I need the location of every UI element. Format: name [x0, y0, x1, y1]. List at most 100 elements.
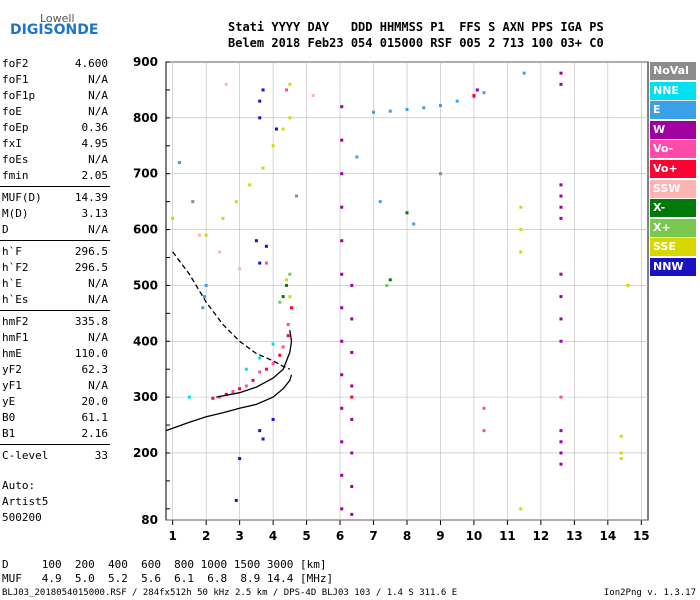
param-row-b1: B1 2.16	[2, 426, 108, 442]
data-point-sse	[619, 434, 623, 438]
data-point-nnw	[271, 417, 275, 421]
data-point-vominus	[244, 384, 248, 388]
data-point-sse	[619, 451, 623, 455]
data-point-sse	[288, 82, 292, 86]
data-point-sse	[519, 250, 523, 254]
data-point-ssw	[311, 94, 315, 98]
x-tick-label: 15	[633, 529, 650, 543]
param-row-fof2: foF2 4.600	[2, 56, 108, 72]
data-point-voplus	[278, 353, 282, 357]
param-label: foEs	[2, 153, 29, 166]
x-tick-label: 5	[302, 529, 310, 543]
footer-file-info: BLJ03_2018054015000.RSF / 284fx512h 50 k…	[2, 588, 458, 598]
data-point-nnw	[238, 457, 242, 461]
param-label: hmE	[2, 347, 22, 360]
data-point-e	[455, 99, 459, 103]
data-point-vominus	[271, 362, 275, 366]
param-separator	[0, 186, 110, 187]
param-row-mufd: MUF(D) 14.39	[2, 190, 108, 206]
param-value: N/A	[88, 331, 108, 344]
data-point-e	[204, 283, 208, 287]
data-point-vominus	[285, 88, 288, 92]
data-point-e	[177, 161, 181, 165]
muf-table-muf: MUF 4.9 5.0 5.2 5.6 6.1 6.8 8.9 14.4 [MH…	[2, 572, 334, 585]
param-separator	[0, 310, 110, 311]
data-point-e	[482, 91, 486, 95]
data-point-xplus	[288, 272, 292, 276]
data-point-w	[559, 183, 563, 187]
legend-item-nnw: NNW	[650, 258, 696, 276]
data-point-w	[559, 272, 563, 276]
param-label: foEp	[2, 121, 29, 134]
data-point-w	[559, 295, 563, 299]
data-point-w	[559, 194, 563, 198]
data-point-e	[522, 71, 526, 75]
data-point-vominus	[231, 390, 235, 394]
data-point-w	[350, 484, 354, 488]
param-value: 33	[94, 449, 108, 462]
data-point-noval	[295, 194, 299, 198]
param-value: 4.95	[81, 137, 109, 150]
profile-curve-dashed	[172, 251, 291, 370]
data-point-w	[559, 71, 563, 75]
data-point-w	[350, 417, 354, 421]
data-point-w	[559, 429, 563, 433]
data-point-nnw	[234, 498, 238, 502]
data-point-e	[372, 110, 376, 114]
data-point-vominus	[258, 370, 262, 374]
data-point-w	[475, 88, 479, 92]
param-value: N/A	[88, 73, 108, 86]
param-row-fmin: fmin 2.05	[2, 168, 108, 184]
param-value: 4.600	[74, 57, 108, 70]
data-point-nnw	[254, 239, 258, 243]
param-separator	[0, 240, 110, 241]
x-tick-label: 8	[403, 529, 411, 543]
data-point-w	[340, 205, 344, 209]
data-point-nnw	[274, 127, 278, 131]
param-label: MUF(D)	[2, 191, 42, 204]
x-tick-label: 11	[499, 529, 516, 543]
legend-item-vominus: Vo-	[650, 140, 696, 159]
legend-item-ssw: SSW	[650, 179, 696, 198]
data-point-sse	[171, 216, 175, 220]
data-point-ssw	[238, 267, 242, 271]
data-point-vominus	[559, 395, 563, 399]
legend-item-sse: SSE	[650, 238, 696, 257]
param-label: M(D)	[2, 207, 29, 220]
data-point-sse	[288, 116, 292, 120]
param-value: N/A	[88, 293, 108, 306]
data-point-xminus	[285, 283, 288, 287]
data-point-e	[378, 200, 382, 204]
param-row-fxi: fxI 4.95	[2, 136, 108, 152]
data-point-w	[340, 138, 344, 142]
data-point-sse	[285, 278, 288, 282]
param-label: foF2	[2, 57, 29, 70]
param-row-clevel: C-level 33	[2, 448, 108, 464]
y-tick-label: 200	[133, 446, 158, 460]
param-label: hmF2	[2, 315, 29, 328]
y-tick-label: 700	[133, 167, 158, 181]
data-point-e	[422, 106, 426, 110]
autoscale-line2: Artist5	[2, 495, 49, 508]
legend-item-e: E	[650, 101, 696, 120]
x-tick-label: 13	[566, 529, 583, 543]
data-point-vominus	[482, 429, 486, 433]
x-tick-label: 9	[436, 529, 444, 543]
data-point-noval	[438, 172, 442, 176]
y-tick-label: 300	[133, 390, 158, 404]
data-point-nne	[258, 356, 262, 360]
profile-curve-solid	[216, 330, 293, 398]
data-point-w	[350, 350, 354, 354]
data-point-sse	[248, 183, 252, 187]
data-point-sse	[271, 144, 275, 148]
legend-item-noval: NoVal	[650, 62, 696, 80]
ionogram-chart: 1 2 3 4 5 6 7 8 9 10 11 12 13 14 158020030040050060070…	[133, 55, 650, 543]
x-tick-label: 12	[533, 529, 550, 543]
x-tick-label: 6	[336, 529, 344, 543]
param-value: N/A	[88, 223, 108, 236]
data-point-w	[350, 451, 354, 455]
data-point-sse	[619, 457, 623, 461]
param-label: B1	[2, 427, 16, 440]
data-point-sse	[234, 200, 238, 204]
data-point-nnw	[258, 429, 262, 433]
